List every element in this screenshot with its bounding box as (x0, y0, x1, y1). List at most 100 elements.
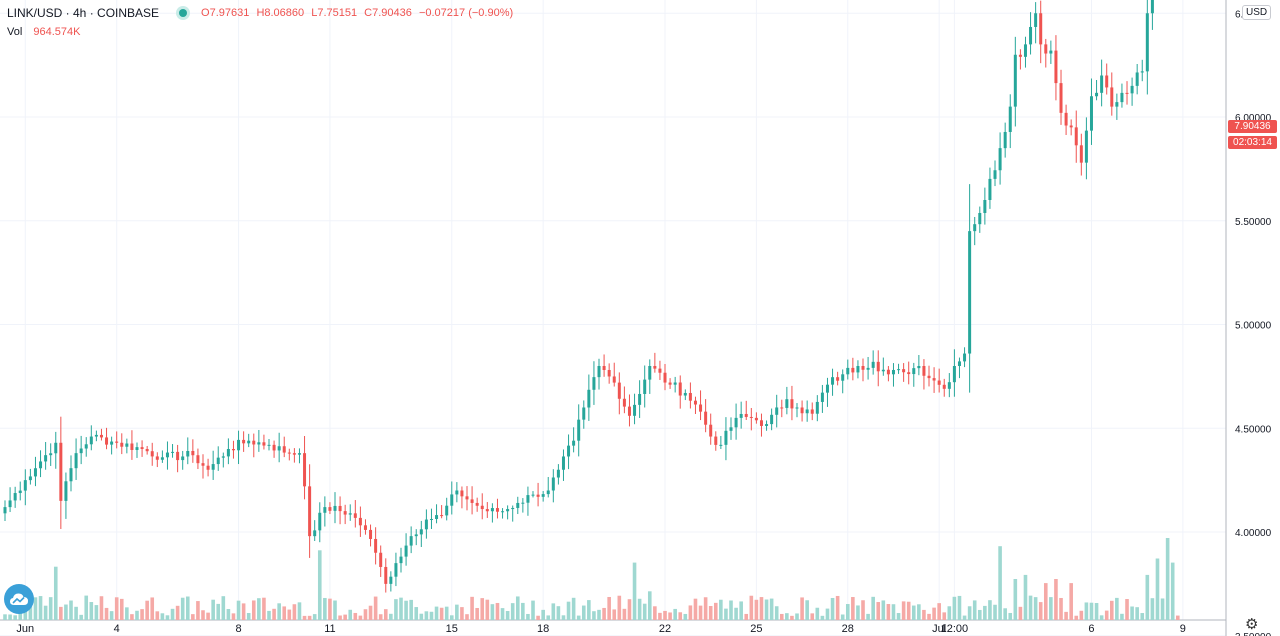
volume-bar (683, 613, 688, 620)
candle-body (135, 447, 139, 450)
gear-icon[interactable]: ⚙ (1245, 616, 1259, 633)
volume-bar (8, 614, 12, 620)
candle-body (445, 505, 449, 516)
candle-body (1135, 72, 1139, 86)
volume-bar (927, 613, 931, 620)
volume-bar (891, 604, 896, 620)
candle-body (1054, 50, 1058, 84)
volume-bar (607, 596, 611, 620)
candle-body (551, 477, 555, 491)
volume-bar (18, 608, 23, 620)
cloud-icon (10, 593, 28, 605)
volume-bar (216, 603, 221, 620)
volume-bar (993, 604, 997, 620)
volume-bar (69, 600, 73, 620)
candle-body (587, 389, 591, 408)
candle-body (968, 231, 972, 354)
candle-body (866, 367, 870, 370)
candle-body (201, 463, 205, 466)
candle-body (937, 380, 941, 385)
volume-bar (1013, 579, 1018, 620)
candle-body (592, 377, 596, 390)
volume-bar (663, 610, 667, 620)
volume-bar (1150, 598, 1155, 620)
volume-bar (820, 615, 825, 620)
candle-body (1029, 26, 1033, 45)
volume-bar (312, 614, 317, 620)
candle-body (424, 519, 428, 530)
candle-body (1089, 96, 1093, 131)
candle-body (13, 493, 17, 501)
candle-body (252, 440, 256, 445)
candle-body (1105, 75, 1109, 88)
volume-bar (546, 615, 551, 620)
volume-bar (338, 615, 342, 620)
volume-bar (404, 600, 408, 620)
candle-body (800, 407, 804, 414)
candle-body (69, 468, 73, 482)
candle-body (668, 382, 672, 385)
x-tick-label: 6 (1088, 623, 1094, 635)
candle-body (663, 372, 667, 383)
candle-body (206, 465, 210, 470)
candle-body (729, 427, 733, 431)
volume-bar (658, 612, 662, 620)
volume-bar (246, 612, 251, 620)
volume-bar (145, 600, 149, 620)
volume-bar (465, 614, 469, 620)
volume-legend[interactable]: Vol 964.574K (7, 26, 80, 38)
candle-body (475, 502, 479, 506)
candle-body (277, 446, 281, 451)
candle-body (836, 377, 840, 381)
volume-bar (800, 597, 804, 620)
candle-body (226, 449, 230, 457)
volume-bar (94, 605, 99, 620)
candle-body (115, 441, 119, 443)
volume-bar (774, 606, 779, 620)
volume-bar (581, 605, 586, 620)
candle-body (414, 534, 418, 537)
candle-body (633, 404, 637, 416)
candle-body (440, 515, 444, 517)
candle-body (688, 392, 692, 401)
candle-body (775, 407, 779, 415)
candle-body (3, 507, 7, 514)
volume-bar (1145, 574, 1150, 620)
volume-bar (201, 610, 205, 620)
candle-body (33, 468, 37, 477)
candle-body (856, 366, 860, 373)
candle-body (221, 456, 225, 458)
volume-bar (175, 605, 180, 620)
volume-bar (104, 607, 109, 620)
candle-body (516, 502, 520, 508)
candle-body (18, 490, 22, 494)
candle-body (617, 382, 621, 399)
candle-body (313, 530, 317, 537)
candle-body (1034, 13, 1038, 27)
x-tick-label: Jun (16, 623, 34, 635)
candle-body (1079, 145, 1083, 163)
x-tick-label: 15 (446, 623, 458, 635)
currency-button[interactable]: USD (1242, 5, 1272, 20)
candle-body (176, 451, 180, 461)
tradingview-logo-icon[interactable] (4, 584, 34, 614)
volume-bar (1120, 613, 1124, 620)
candle-body (693, 400, 697, 405)
volume-bar (333, 600, 337, 620)
volume-bar (871, 596, 875, 620)
candle-body (297, 453, 301, 455)
volume-bar (901, 601, 906, 620)
volume-bar (1089, 602, 1094, 620)
volume-bar (1140, 613, 1145, 620)
symbol-title[interactable]: LINK/USD · 4h · COINBASE (7, 6, 160, 20)
candle-body (891, 369, 895, 375)
volume-bar (840, 614, 845, 620)
volume-bar (713, 602, 718, 620)
volume-bar (165, 615, 170, 620)
candle-body (196, 455, 200, 464)
candle-body (556, 469, 560, 478)
candle-body (612, 376, 616, 383)
x-tick-label: 8 (235, 623, 241, 635)
volume-bar (185, 596, 190, 620)
